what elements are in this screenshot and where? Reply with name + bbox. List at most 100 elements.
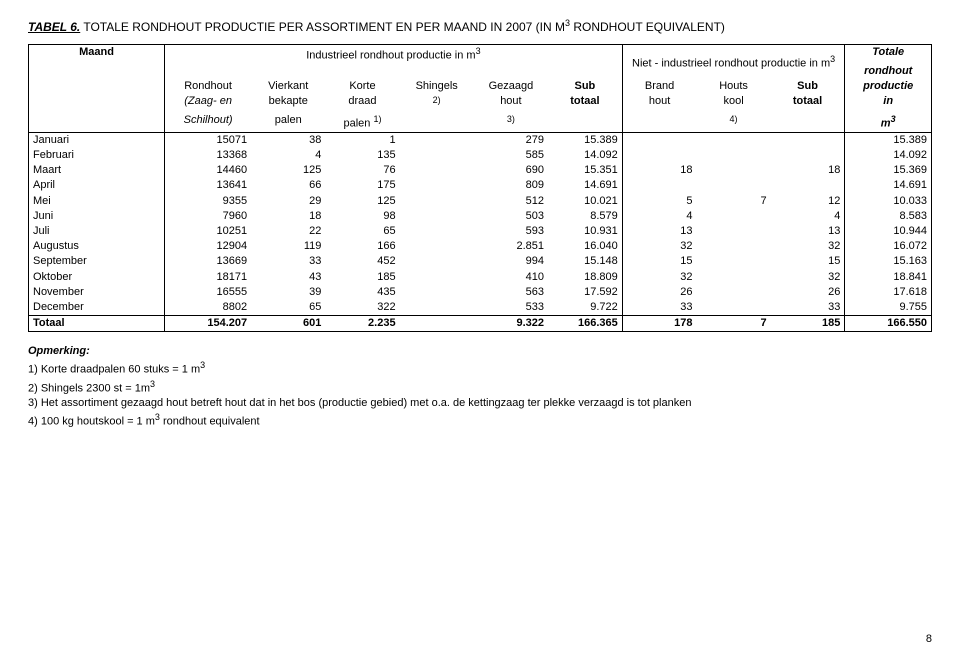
data-cell-c9	[771, 178, 845, 193]
data-cell-c7: 4	[622, 209, 696, 224]
group-industrieel: Industrieel rondhout productie in m3	[165, 45, 623, 64]
col-sub1-2: totaal	[548, 94, 622, 113]
data-cell-c6: 15.389	[548, 132, 622, 148]
data-cell-c4	[400, 239, 474, 254]
data-cell-c4	[400, 285, 474, 300]
col-brand-1: Brand	[622, 79, 696, 94]
data-cell-c7: 33	[622, 300, 696, 316]
data-cell-c7: 5	[622, 194, 696, 209]
col-sub2-2: totaal	[771, 94, 845, 113]
data-cell-c1: 8802	[165, 300, 252, 316]
data-cell-m: November	[29, 285, 165, 300]
remark-1: 1) Korte draadpalen 60 stuks = 1 m3	[28, 359, 932, 378]
data-cell-c8	[696, 254, 770, 269]
data-cell-c1: 16555	[165, 285, 252, 300]
remark-4: 4) 100 kg houtskool = 1 m3 rondhout equi…	[28, 411, 932, 430]
data-cell-c10: 17.618	[845, 285, 932, 300]
data-cell-c3: 1	[325, 132, 399, 148]
data-cell-c5: 994	[474, 254, 548, 269]
col-vierkant-3: palen	[251, 113, 325, 132]
data-cell-c1: 7960	[165, 209, 252, 224]
remark-2: 2) Shingels 2300 st = 1m3	[28, 378, 932, 397]
data-cell-c4	[400, 178, 474, 193]
data-cell-c5: 585	[474, 148, 548, 163]
col-gezaagd-3: 3)	[474, 113, 548, 132]
data-cell-c3: 76	[325, 163, 399, 178]
data-cell-c9: 32	[771, 270, 845, 285]
data-cell-c3: 185	[325, 270, 399, 285]
total-cell-c3: 2.235	[325, 316, 399, 332]
data-cell-c7: 32	[622, 239, 696, 254]
data-cell-c2: 43	[251, 270, 325, 285]
data-cell-c5: 2.851	[474, 239, 548, 254]
data-cell-c1: 13669	[165, 254, 252, 269]
data-cell-m: Oktober	[29, 270, 165, 285]
col-gezaagd-1: Gezaagd	[474, 79, 548, 94]
data-cell-c3: 322	[325, 300, 399, 316]
data-cell-c8	[696, 178, 770, 193]
data-cell-c6: 18.809	[548, 270, 622, 285]
data-cell-c10: 18.841	[845, 270, 932, 285]
col-rondhout-2: (Zaag- en	[165, 94, 252, 113]
data-cell-m: September	[29, 254, 165, 269]
data-cell-c5: 503	[474, 209, 548, 224]
data-cell-c9: 13	[771, 224, 845, 239]
data-cell-c4	[400, 132, 474, 148]
data-cell-c6: 15.351	[548, 163, 622, 178]
col-totale-1: Totale	[845, 45, 932, 64]
data-cell-m: Januari	[29, 132, 165, 148]
data-cell-c3: 125	[325, 194, 399, 209]
data-cell-m: Februari	[29, 148, 165, 163]
data-cell-c2: 125	[251, 163, 325, 178]
remarks-heading: Opmerking:	[28, 344, 932, 359]
col-rondhout-1: Rondhout	[165, 79, 252, 94]
data-cell-c7: 15	[622, 254, 696, 269]
col-sub1-1: Sub	[548, 79, 622, 94]
data-cell-c5: 410	[474, 270, 548, 285]
data-cell-c4	[400, 254, 474, 269]
data-cell-c4	[400, 270, 474, 285]
data-cell-c9: 33	[771, 300, 845, 316]
data-cell-c9: 12	[771, 194, 845, 209]
data-cell-m: Augustus	[29, 239, 165, 254]
data-cell-c9	[771, 148, 845, 163]
data-cell-c3: 65	[325, 224, 399, 239]
data-cell-c3: 98	[325, 209, 399, 224]
data-cell-c5: 593	[474, 224, 548, 239]
data-cell-c4	[400, 209, 474, 224]
data-cell-c10: 14.691	[845, 178, 932, 193]
total-cell-m: Totaal	[29, 316, 165, 332]
data-cell-c1: 10251	[165, 224, 252, 239]
data-cell-c2: 66	[251, 178, 325, 193]
title-label: TABEL 6.	[28, 20, 80, 34]
data-cell-c7: 13	[622, 224, 696, 239]
data-cell-m: Juni	[29, 209, 165, 224]
data-cell-c4	[400, 148, 474, 163]
total-cell-c8: 7	[696, 316, 770, 332]
page-number: 8	[926, 633, 932, 645]
data-cell-c1: 9355	[165, 194, 252, 209]
data-cell-c8	[696, 270, 770, 285]
data-cell-c9: 15	[771, 254, 845, 269]
remark-3: 3) Het assortiment gezaagd hout betreft …	[28, 396, 932, 411]
col-brand-2: hout	[622, 94, 696, 113]
data-cell-c2: 119	[251, 239, 325, 254]
data-cell-c6: 9.722	[548, 300, 622, 316]
data-cell-c1: 13368	[165, 148, 252, 163]
data-cell-c1: 12904	[165, 239, 252, 254]
total-cell-c5: 9.322	[474, 316, 548, 332]
data-cell-c8	[696, 148, 770, 163]
data-cell-c4	[400, 163, 474, 178]
data-cell-c10: 16.072	[845, 239, 932, 254]
total-cell-c6: 166.365	[548, 316, 622, 332]
data-cell-c10: 8.583	[845, 209, 932, 224]
col-totale-5: m3	[845, 113, 932, 132]
data-cell-c4	[400, 224, 474, 239]
data-cell-c8	[696, 300, 770, 316]
total-cell-c7: 178	[622, 316, 696, 332]
col-totale-4: in	[845, 94, 932, 113]
col-rondhout-3: Schilhout)	[165, 113, 252, 132]
data-cell-c6: 8.579	[548, 209, 622, 224]
data-cell-c9: 18	[771, 163, 845, 178]
data-cell-c6: 15.148	[548, 254, 622, 269]
